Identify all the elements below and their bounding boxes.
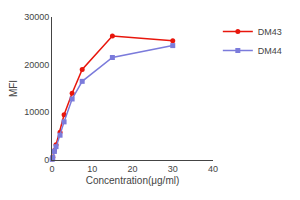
svg-text:20: 20 <box>127 164 137 174</box>
svg-text:MFI: MFI <box>8 80 19 97</box>
svg-text:0: 0 <box>44 155 49 165</box>
svg-text:0: 0 <box>49 164 54 174</box>
svg-text:10000: 10000 <box>24 107 49 117</box>
svg-text:20000: 20000 <box>24 60 49 70</box>
svg-text:30000: 30000 <box>24 12 49 22</box>
svg-text:10: 10 <box>87 164 97 174</box>
svg-text:DM44: DM44 <box>258 46 282 56</box>
svg-text:DM43: DM43 <box>258 27 282 37</box>
svg-text:30: 30 <box>168 164 178 174</box>
svg-text:40: 40 <box>208 164 218 174</box>
svg-text:Concentration(μg/ml): Concentration(μg/ml) <box>86 175 180 186</box>
